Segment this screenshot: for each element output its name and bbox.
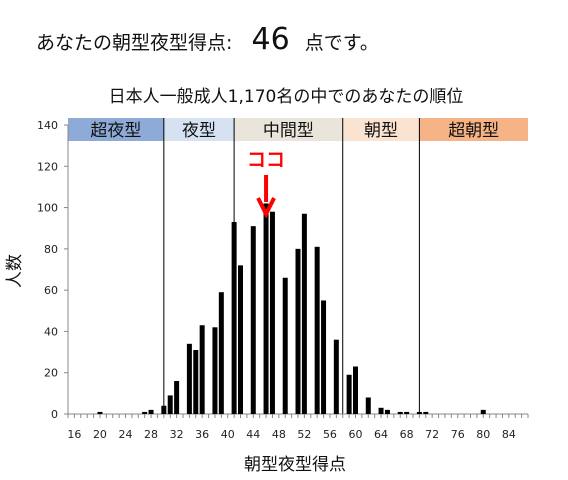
- score-suffix: 点です。: [304, 32, 379, 54]
- x-tick-label: 84: [502, 428, 516, 441]
- band-3: [342, 118, 420, 141]
- score-marker: ココ: [247, 149, 285, 219]
- x-tick-label: 64: [374, 428, 388, 441]
- bar: [212, 327, 218, 414]
- x-tick-label: 40: [221, 428, 235, 441]
- bar: [378, 407, 384, 414]
- y-tick-label: 80: [44, 243, 58, 256]
- y-tick-label: 20: [44, 367, 58, 380]
- y-tick-label: 120: [37, 160, 58, 173]
- band-label-2: 中間型: [263, 121, 314, 141]
- x-tick-label: 32: [170, 428, 184, 441]
- bar: [238, 265, 243, 414]
- bar: [346, 374, 352, 414]
- score-header: あなたの朝型夜型得点: 46 点です。: [36, 22, 379, 62]
- x-tick-label: 24: [119, 428, 133, 441]
- band-2: [234, 118, 343, 141]
- bar: [295, 248, 301, 414]
- bar: [480, 409, 486, 414]
- x-tick-label: 52: [297, 428, 311, 441]
- band-label-0: 超夜型: [90, 121, 141, 141]
- score-prefix: あなたの朝型夜型得点:: [36, 32, 233, 54]
- bar: [231, 222, 237, 414]
- x-tick-label: 44: [246, 428, 260, 441]
- bar: [282, 277, 288, 414]
- bar: [365, 397, 371, 414]
- bar: [218, 292, 224, 414]
- bar: [174, 380, 180, 414]
- score-value: 46: [251, 22, 290, 57]
- bar: [269, 211, 275, 414]
- bar: [199, 325, 205, 414]
- y-tick-label: 40: [44, 325, 58, 338]
- bar: [301, 213, 307, 414]
- band-4: [419, 118, 528, 141]
- axes: 0 20 40 60 80 100 120 140 16 20 24 28 32 36 40 44 48 52 56…: [37, 119, 529, 441]
- bar: [193, 350, 199, 414]
- bar: [250, 226, 256, 414]
- x-tick-label: 20: [93, 428, 107, 441]
- x-tick-label: 16: [67, 428, 81, 441]
- band-label-4: 超朝型: [448, 121, 499, 141]
- bar: [321, 300, 327, 414]
- y-tick-label: 140: [37, 119, 58, 132]
- bar: [97, 411, 103, 414]
- x-tick-label: 36: [195, 428, 209, 441]
- band-label-1: 夜型: [182, 121, 216, 141]
- bar: [397, 411, 403, 414]
- marker-arrow-head: [256, 197, 276, 219]
- bar: [404, 411, 410, 414]
- chronotype-bands: 超夜型 夜型 中間型 朝型 超朝型: [68, 118, 528, 141]
- y-tick-label: 100: [37, 202, 58, 215]
- bar: [148, 409, 154, 414]
- bar: [186, 343, 192, 414]
- y-axis-label: 人数: [5, 254, 25, 288]
- band-label-3: 朝型: [364, 121, 398, 141]
- bar: [142, 411, 148, 414]
- bar: [167, 395, 173, 414]
- x-tick-label: 60: [349, 428, 363, 441]
- y-tick-label: 0: [51, 408, 58, 421]
- band-1: [163, 118, 235, 141]
- band-0: [68, 118, 164, 141]
- x-axis-label: 朝型夜型得点: [244, 455, 346, 475]
- x-tick-label: 28: [144, 428, 158, 441]
- x-tick-label: 56: [323, 428, 337, 441]
- x-tick-label: 72: [425, 428, 439, 441]
- y-tick-label: 60: [44, 284, 58, 297]
- bar: [263, 203, 269, 414]
- x-tick-label: 48: [272, 428, 286, 441]
- bar: [333, 339, 339, 414]
- bar: [314, 246, 320, 414]
- bar: [416, 411, 422, 414]
- marker-label: ココ: [247, 149, 285, 171]
- bar: [384, 409, 390, 414]
- x-tick-label: 76: [451, 428, 465, 441]
- chart-title: 日本人一般成人1,170名の中でのあなたの順位: [109, 87, 464, 107]
- x-tick-label: 80: [476, 428, 490, 441]
- bar: [161, 405, 167, 414]
- bar: [353, 366, 358, 414]
- data-bars: [97, 203, 486, 414]
- x-tick-label: 68: [400, 428, 414, 441]
- bar: [423, 411, 429, 414]
